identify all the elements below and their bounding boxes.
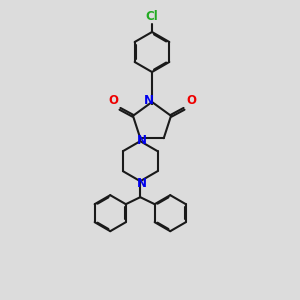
Text: Cl: Cl — [146, 10, 158, 23]
Text: N: N — [144, 94, 154, 107]
Text: O: O — [186, 94, 196, 107]
Text: N: N — [137, 177, 147, 190]
Text: O: O — [108, 94, 118, 107]
Text: N: N — [137, 134, 147, 147]
